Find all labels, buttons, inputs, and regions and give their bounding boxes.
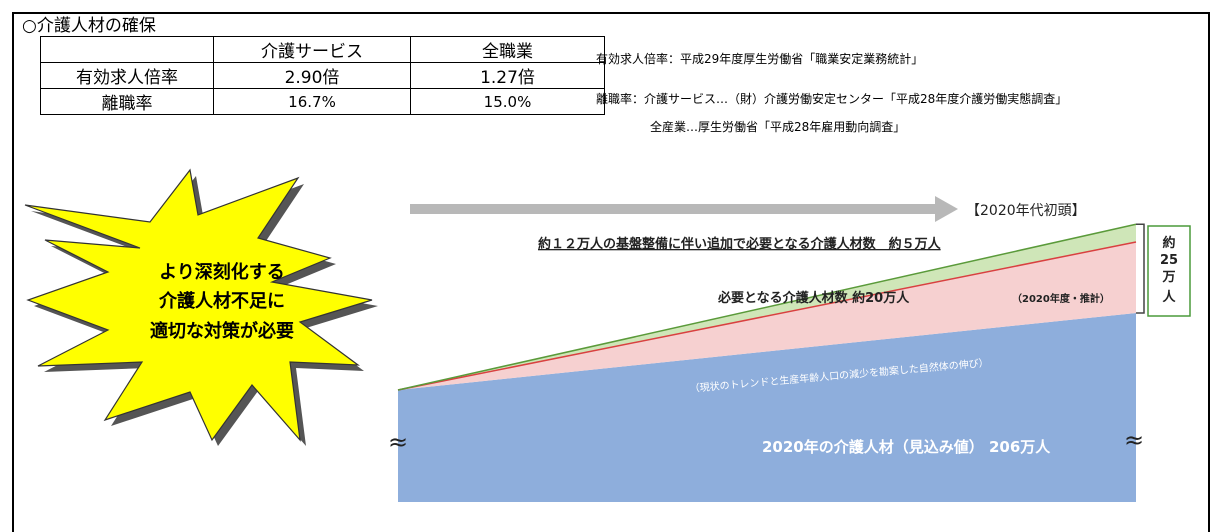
total-box [1147,225,1191,317]
baseline-label: 2020年の介護人材（見込み値） 206万人 [762,438,1051,456]
timeline-arrow-shaft [410,204,935,214]
break-mark-right: ≈ [1124,426,1144,454]
total-label-part: 約 [1162,235,1175,251]
table-row: 有効求人倍率 2.90倍 1.27倍 [40,62,605,89]
source-note: 全産業…厚生労働省「平成28年雇用動向調査」 [650,120,906,134]
total-label-part: 人 [1162,289,1176,305]
table-cell: 2.90倍 [213,62,411,89]
table-cell: 16.7% [213,88,411,115]
break-mark-left: ≈ [388,428,408,456]
baseline-area [398,313,1136,502]
burst-text-line: 介護人材不足に [158,290,285,312]
table-cell: 1.27倍 [410,62,605,89]
need-line [397,241,1137,391]
panel-frame [12,12,1210,532]
source-note: 有効求人倍率：平成29年度厚生労働省「職業安定業務統計」 [596,52,924,66]
table-cell: 15.0% [410,88,605,115]
total-label-part: 25 [1160,253,1178,268]
extra-line [397,223,1137,391]
chart-area: 【2020年代初頭】約１２万人の基盤整備に伴い追加で必要となる介護人材数 約５万… [24,168,1191,502]
need-label: 必要となる介護人材数 約20万人 [717,290,910,306]
burst-text-line: より深刻化する [159,261,285,283]
table-cell: 有効求人倍率 [40,62,214,89]
table-header-cell: 介護サービス [213,36,411,63]
source-note: 離職率：介護サービス…（財）介護労働安定センター「平成28年度介護労働実態調査」 [596,92,1068,106]
burst-text-line: 適切な対策が必要 [150,320,294,342]
timeline-arrow-head [935,196,958,222]
section-title: ○介護人材の確保 [22,16,156,36]
total-bracket [1136,223,1145,314]
period-label: 【2020年代初頭】 [966,202,1086,219]
need-note: （2020年度・推計） [1012,292,1110,305]
total-label-part: 万 [1161,270,1175,285]
extra-label: 約１２万人の基盤整備に伴い追加で必要となる介護人材数 約５万人 [538,236,942,252]
table-header-cell [40,36,214,63]
table-row: 離職率 16.7% 15.0% [40,88,605,115]
burst-shape [24,168,373,442]
table-cell: 離職率 [40,88,214,115]
stats-table: 介護サービス 全職業 有効求人倍率 2.90倍 1.27倍 離職率 16.7% … [40,36,605,115]
